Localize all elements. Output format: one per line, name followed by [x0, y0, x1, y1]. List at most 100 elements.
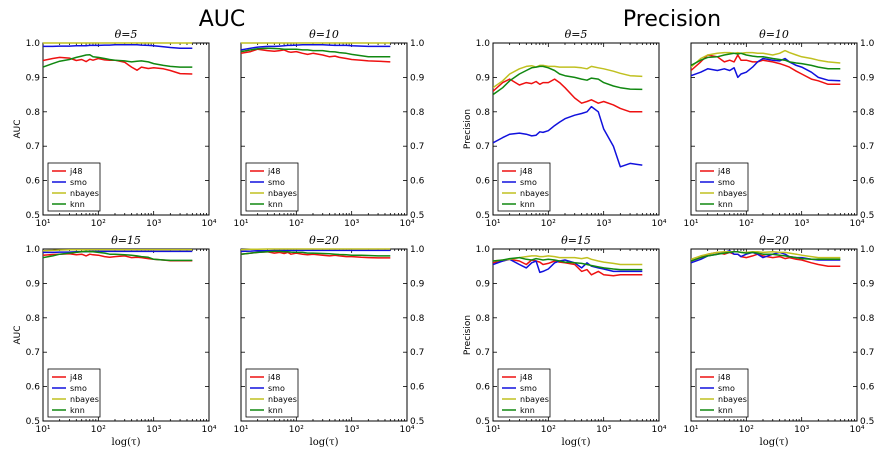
x-tick-label: 10³ [344, 219, 359, 229]
y-axis-label: Precision [463, 315, 473, 355]
y-tick-label: 0.7 [26, 348, 40, 358]
auc-section-title: AUC [199, 7, 246, 32]
y-tick-label: 0.7 [860, 142, 874, 152]
x-tick-label: 10¹ [485, 425, 500, 435]
y-tick-label: 0.5 [860, 417, 874, 427]
series-line-nbayes [691, 49, 841, 68]
y-tick-label: 0.5 [860, 211, 874, 221]
panel-5: θ=15 0.5 0.6 0.7 0.8 0.9 1.0 10¹ 10² 10³ 10⁴ AUC log… [13, 234, 217, 448]
y-tick-label: 0.8 [410, 108, 425, 118]
series-line-nbayes [43, 248, 193, 252]
y-tick-label: 0.6 [860, 177, 875, 187]
y-tick-label: 0.5 [26, 417, 40, 427]
x-tick-label: 10¹ [233, 219, 248, 229]
x-tick-label: 10¹ [35, 219, 50, 229]
y-tick-label: 0.8 [860, 108, 875, 118]
legend: j48 smo nbayes knn [497, 162, 551, 212]
panel-title: θ=10 [759, 28, 789, 41]
legend-label-nbayes: nbayes [520, 189, 549, 198]
series-line-j48 [241, 48, 391, 63]
x-tick-label: 10³ [794, 219, 809, 229]
y-tick-label: 0.6 [476, 177, 491, 187]
legend-label-j48: j48 [519, 373, 532, 382]
legend-label-nbayes: nbayes [520, 395, 549, 404]
panel-title: θ=15 [111, 234, 141, 247]
panel-3: θ=5 0.5 0.6 0.7 0.8 0.9 1.0 10¹ 10² 10³ 10⁴ Precisi… [463, 28, 667, 229]
x-axis-label: log(τ) [112, 437, 141, 448]
chart-panels: θ=5 0.5 0.6 0.7 0.8 0.9 1.0 10¹ 10² 10³ 10⁴ AUC j48 s… [13, 28, 875, 448]
x-tick-label: 10³ [794, 425, 809, 435]
legend-label-knn: knn [520, 406, 535, 415]
y-tick-label: 0.9 [410, 279, 425, 289]
series-line-j48 [493, 258, 643, 277]
y-tick-label: 0.6 [860, 383, 875, 393]
x-tick-label: 10² [739, 219, 754, 229]
panel-8: θ=20 0.5 0.6 0.7 0.8 0.9 1.0 10¹ 10² 10³ 10⁴ log(τ)… [683, 234, 874, 448]
x-tick-label: 10³ [596, 219, 611, 229]
x-tick-label: 10² [541, 219, 556, 229]
legend-label-smo: smo [520, 178, 537, 187]
panel-title: θ=5 [565, 28, 588, 41]
legend-label-j48: j48 [69, 167, 82, 176]
y-tick-label: 0.9 [26, 73, 41, 83]
legend-label-nbayes: nbayes [70, 189, 99, 198]
x-tick-label: 10⁴ [849, 219, 864, 229]
x-tick-label: 10² [91, 425, 106, 435]
legend-label-nbayes: nbayes [718, 189, 747, 198]
y-tick-label: 0.7 [26, 142, 40, 152]
legend: j48 smo nbayes knn [47, 368, 101, 418]
y-tick-label: 1.0 [860, 245, 875, 255]
panel-1: θ=5 0.5 0.6 0.7 0.8 0.9 1.0 10¹ 10² 10³ 10⁴ AUC j48 s… [13, 28, 217, 229]
y-tick-label: 0.9 [410, 73, 425, 83]
y-tick-label: 0.8 [410, 314, 425, 324]
y-tick-label: 0.8 [26, 108, 41, 118]
series-line-j48 [493, 78, 643, 113]
y-tick-label: 0.6 [410, 177, 425, 187]
legend-label-j48: j48 [717, 373, 730, 382]
series-line-nbayes [241, 248, 391, 251]
panel-title: θ=10 [309, 28, 339, 41]
y-tick-label: 0.5 [476, 211, 490, 221]
x-tick-label: 10² [739, 425, 754, 435]
series-line-smo [241, 43, 391, 51]
x-tick-label: 10³ [344, 425, 359, 435]
y-tick-label: 1.0 [860, 39, 875, 49]
panel-2: θ=10 0.5 0.6 0.7 0.8 0.9 1.0 10¹ 10² 10³ 10⁴ j48 smo… [233, 28, 424, 229]
y-tick-label: 0.5 [476, 417, 490, 427]
legend-label-j48: j48 [69, 373, 82, 382]
panel-4: θ=10 0.5 0.6 0.7 0.8 0.9 1.0 10¹ 10² 10³ 10⁴ j48 smo… [683, 28, 874, 229]
y-tick-label: 0.9 [860, 73, 875, 83]
legend-label-smo: smo [70, 384, 87, 393]
legend-label-smo: smo [268, 178, 285, 187]
legend: j48 smo nbayes knn [695, 162, 749, 212]
y-tick-label: 0.8 [476, 108, 491, 118]
x-tick-label: 10² [91, 219, 106, 229]
series-line-smo [241, 249, 391, 253]
legend-label-j48: j48 [267, 167, 280, 176]
legend-label-j48: j48 [267, 373, 280, 382]
y-tick-label: 0.7 [410, 142, 424, 152]
legend-box [695, 162, 749, 212]
legend-label-knn: knn [268, 406, 283, 415]
series-line-knn [493, 65, 643, 96]
legend-label-smo: smo [718, 384, 735, 393]
x-axis-label: log(τ) [760, 437, 789, 448]
series-line-knn [691, 251, 841, 262]
y-tick-label: 0.5 [410, 417, 424, 427]
legend-label-smo: smo [520, 384, 537, 393]
series-line-j48 [241, 251, 391, 259]
x-tick-label: 10¹ [35, 425, 50, 435]
series-line-knn [241, 250, 391, 257]
x-axis-label: log(τ) [562, 437, 591, 448]
x-tick-label: 10⁴ [651, 219, 666, 229]
legend-box [245, 162, 299, 212]
legend-label-knn: knn [520, 200, 535, 209]
y-tick-label: 1.0 [410, 39, 425, 49]
panel-7: θ=15 0.5 0.6 0.7 0.8 0.9 1.0 10¹ 10² 10³ 10⁴ Precis… [463, 234, 667, 448]
y-axis-label: Precision [463, 109, 473, 149]
y-tick-label: 0.9 [476, 279, 491, 289]
y-tick-label: 0.7 [476, 348, 490, 358]
y-axis-label: AUC [13, 325, 23, 344]
x-tick-label: 10⁴ [201, 219, 216, 229]
